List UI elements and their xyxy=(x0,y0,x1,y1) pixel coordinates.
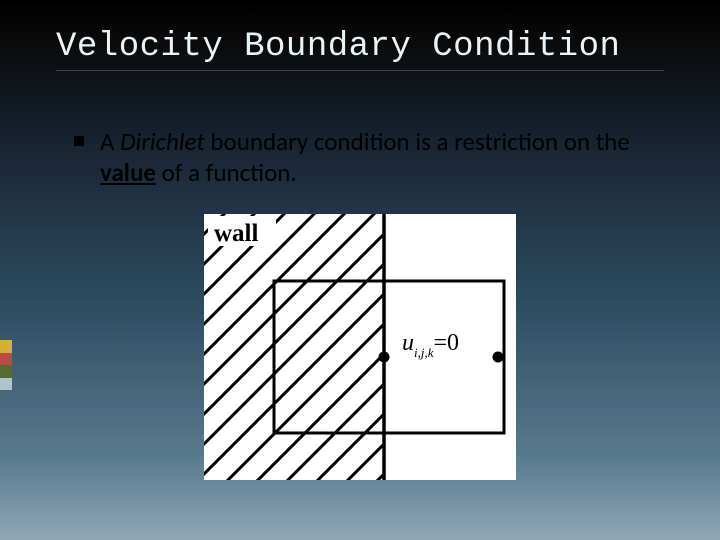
bullet-italic: Dirichlet xyxy=(120,126,205,157)
slide: Velocity Boundary Condition A Dirichlet … xyxy=(0,0,720,540)
slide-title: Velocity Boundary Condition xyxy=(56,28,664,71)
boundary-diagram: wall ui,j,k=0 xyxy=(204,214,516,480)
accent-stripe xyxy=(0,353,12,366)
bullet-marker-icon xyxy=(74,136,84,146)
bullet-mid: boundary condition is a restriction on t… xyxy=(205,126,630,157)
diagram-svg: wall ui,j,k=0 xyxy=(204,214,516,480)
bullet-item: A Dirichlet boundary condition is a rest… xyxy=(56,127,664,188)
accent-bar xyxy=(0,340,12,390)
bullet-pre: A xyxy=(100,126,120,157)
accent-stripe xyxy=(0,365,12,378)
bullet-bold: value xyxy=(100,157,156,188)
wall-label: wall xyxy=(214,220,259,247)
accent-stripe xyxy=(0,378,12,391)
node-dot-right xyxy=(493,352,504,363)
node-dot-left xyxy=(379,352,390,363)
bullet-post: of a function. xyxy=(156,157,297,188)
accent-stripe xyxy=(0,340,12,353)
diagram-container: wall ui,j,k=0 xyxy=(56,214,664,480)
bullet-text: A Dirichlet boundary condition is a rest… xyxy=(100,127,664,188)
